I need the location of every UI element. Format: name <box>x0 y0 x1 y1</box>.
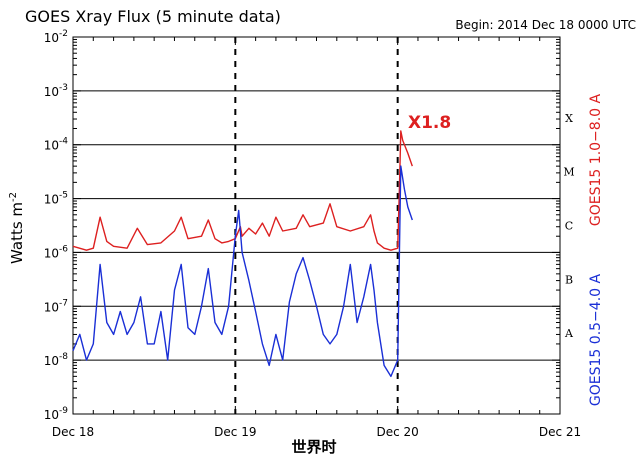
y-tick-label: 10-7 <box>44 298 68 314</box>
flare-class-label: C <box>565 220 573 233</box>
flare-class-labels: X M C B A <box>563 112 574 340</box>
y-tick-label: 10-4 <box>44 137 69 153</box>
y-axis-label: Watts m-2 <box>8 192 26 264</box>
y-tick-label: 10-5 <box>44 191 68 207</box>
x-tick-label: Dec 21 <box>539 425 581 439</box>
chart-title: GOES Xray Flux (5 minute data) <box>25 7 281 26</box>
y-tick-label: 10-2 <box>44 29 68 45</box>
flare-class-label: B <box>565 273 573 286</box>
y-tick-label: 10-9 <box>44 406 69 422</box>
begin-label: Begin: 2014 Dec 18 0000 UTC <box>455 18 636 32</box>
x-tick-label: Dec 19 <box>214 425 256 439</box>
flare-class-label: X <box>565 112 573 125</box>
x-tick-label: Dec 20 <box>377 425 419 439</box>
y-tick-label: 10-8 <box>44 352 69 368</box>
y-axis-label-exp: -2 <box>8 192 19 202</box>
y-axis-label-base: Watts m <box>8 202 26 264</box>
series-line-long-wave <box>72 130 413 251</box>
flare-class-label: A <box>564 327 574 340</box>
grid-lines <box>73 90 560 361</box>
flare-annotation: X1.8 <box>408 113 451 133</box>
legend-series-blue: GOES15 0.5−4.0 A <box>588 274 604 407</box>
y-tick-label: 10-6 <box>44 244 69 260</box>
y-tick-label: 10-3 <box>44 83 68 99</box>
series-line-short-wave <box>72 165 413 378</box>
x-axis: Dec 18 Dec 19 Dec 20 Dec 21 <box>52 37 581 439</box>
y-axis: 10-2 10-3 10-4 10-5 10-6 10-7 10-8 10-9 <box>44 29 560 422</box>
series-lines <box>72 130 413 378</box>
x-axis-label: 世界时 <box>291 438 336 456</box>
flare-class-label: M <box>563 166 574 179</box>
x-tick-label: Dec 18 <box>52 425 94 439</box>
legend-series-red: GOES15 1.0−8.0 A <box>588 94 604 227</box>
